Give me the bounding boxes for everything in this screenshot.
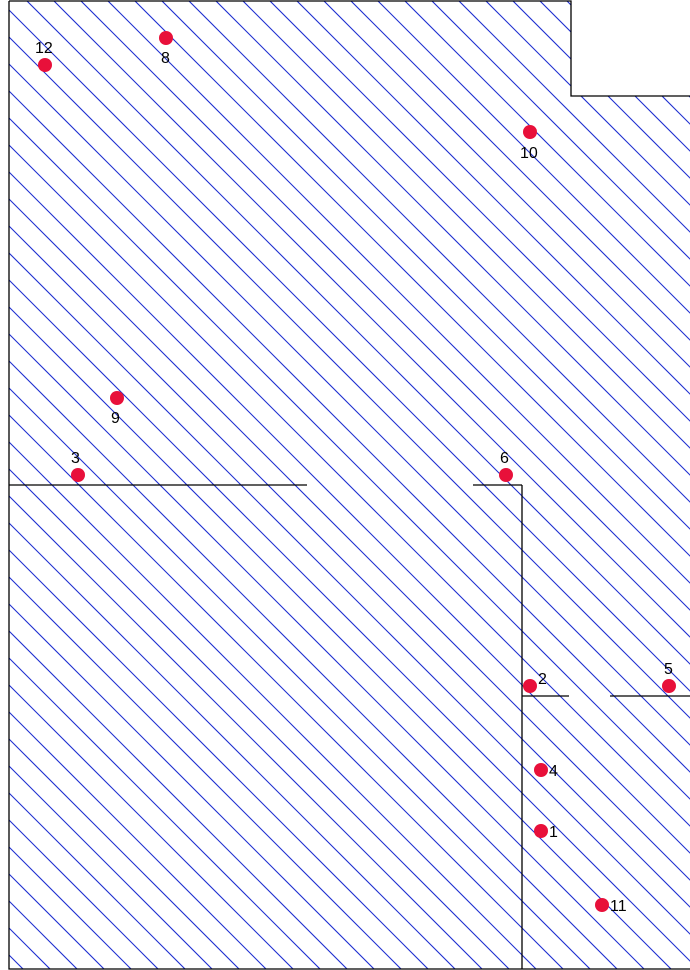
point-marker[interactable] xyxy=(159,31,173,45)
hatch-line xyxy=(79,1,690,969)
point-label: 12 xyxy=(35,40,53,57)
hatch-line xyxy=(430,1,690,969)
hatch-line xyxy=(52,1,690,969)
point-label: 5 xyxy=(664,661,673,678)
point-marker[interactable] xyxy=(595,898,609,912)
point-9[interactable]: 9 xyxy=(110,391,124,427)
hatch-line xyxy=(9,1,406,969)
hatch-line xyxy=(403,1,690,969)
hatch-line xyxy=(25,1,690,969)
point-marker[interactable] xyxy=(523,679,537,693)
hatch-line xyxy=(160,1,690,969)
outer-boundary xyxy=(8,0,690,970)
hatch-line xyxy=(673,1,690,969)
hatch-line xyxy=(9,1,568,969)
hatch-line xyxy=(9,1,379,969)
hatch-line xyxy=(9,1,271,969)
point-11[interactable]: 11 xyxy=(595,898,627,915)
point-label: 2 xyxy=(538,671,547,688)
hatch-line xyxy=(9,1,244,969)
point-label: 3 xyxy=(71,450,80,467)
hatch-line xyxy=(133,1,690,969)
hatch-line xyxy=(9,1,595,969)
hatch-line xyxy=(646,1,690,969)
point-5[interactable]: 5 xyxy=(662,661,676,693)
hatch-line xyxy=(9,1,325,969)
point-label: 9 xyxy=(111,410,120,427)
point-label: 11 xyxy=(610,898,627,915)
hatch-line xyxy=(295,1,690,969)
hatch-line xyxy=(9,1,487,969)
hatch-line xyxy=(484,1,690,969)
point-2[interactable]: 2 xyxy=(523,671,547,693)
hatch-line xyxy=(322,1,690,969)
point-marker[interactable] xyxy=(499,468,513,482)
hatch-line xyxy=(241,1,690,969)
hatch-line xyxy=(214,1,690,969)
point-marker[interactable] xyxy=(523,125,537,139)
hatch-line xyxy=(9,1,352,969)
hatch-line xyxy=(376,1,690,969)
hatch-line xyxy=(9,1,514,969)
point-3[interactable]: 3 xyxy=(71,450,85,482)
point-markers: 1 2 3 4 5 6 8 9 xyxy=(35,31,676,915)
hatch-line xyxy=(9,1,217,969)
hatch-line xyxy=(9,1,433,969)
point-12[interactable]: 12 xyxy=(35,40,53,72)
point-4[interactable]: 4 xyxy=(534,763,558,780)
hatch-line xyxy=(9,1,649,969)
hatch-line xyxy=(9,1,460,969)
point-marker[interactable] xyxy=(110,391,124,405)
hatch-line xyxy=(538,1,690,969)
point-marker[interactable] xyxy=(38,58,52,72)
hatch-line xyxy=(9,1,190,969)
point-6[interactable]: 6 xyxy=(499,450,513,482)
point-marker[interactable] xyxy=(534,763,548,777)
room-outlines xyxy=(8,0,690,970)
point-marker[interactable] xyxy=(662,679,676,693)
hatch-line xyxy=(9,1,298,969)
hatch-line xyxy=(187,1,690,969)
point-8[interactable]: 8 xyxy=(159,31,173,67)
point-10[interactable]: 10 xyxy=(520,125,538,162)
point-label: 10 xyxy=(520,145,538,162)
hatch-line xyxy=(349,1,690,969)
point-label: 1 xyxy=(549,824,558,841)
hatch-line xyxy=(9,1,676,969)
hatch-line xyxy=(268,1,690,969)
point-label: 4 xyxy=(549,763,558,780)
point-marker[interactable] xyxy=(71,468,85,482)
hatch-line xyxy=(565,1,690,969)
hatch-line xyxy=(9,1,541,969)
point-label: 6 xyxy=(500,450,509,467)
point-marker[interactable] xyxy=(534,824,548,838)
point-label: 8 xyxy=(161,50,170,67)
point-1[interactable]: 1 xyxy=(534,824,558,841)
hatch-line xyxy=(9,1,622,969)
hatch-line xyxy=(457,1,690,969)
hatch-line xyxy=(106,1,690,969)
hatch-line xyxy=(511,1,690,969)
